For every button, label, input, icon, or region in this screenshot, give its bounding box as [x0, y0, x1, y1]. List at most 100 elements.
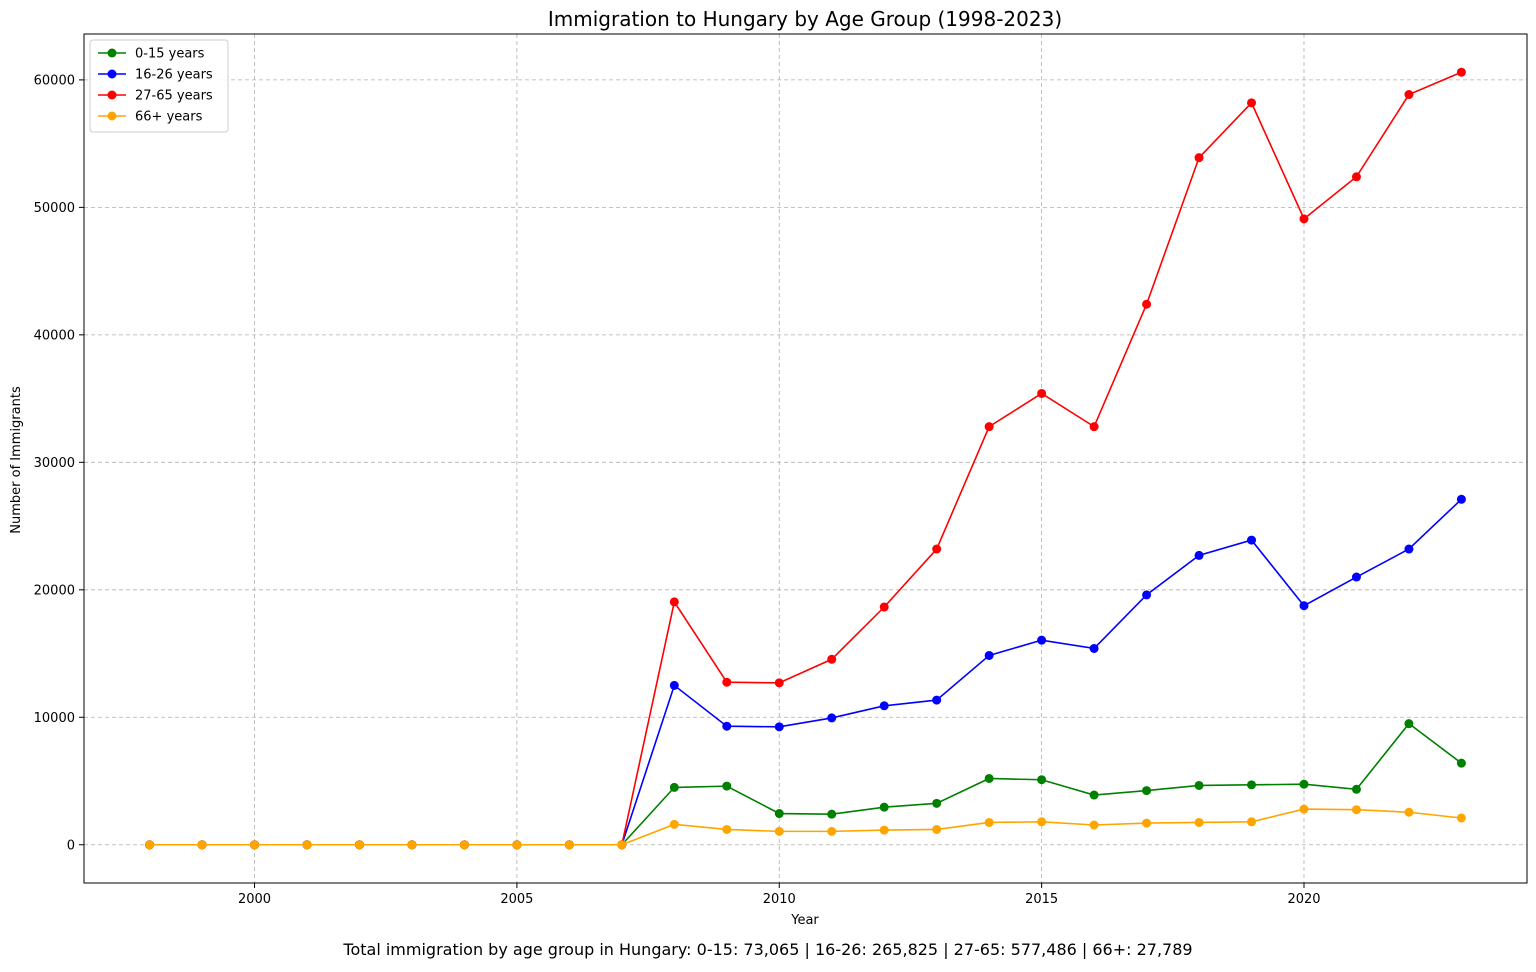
- legend-box: [89, 39, 229, 133]
- summary-footnote: Total immigration by age group in Hungar…: [343, 940, 1193, 959]
- data-point: [1456, 758, 1466, 768]
- chart-title: Immigration to Hungary by Age Group (199…: [548, 7, 1062, 31]
- data-point: [984, 773, 994, 783]
- x-tick-label: 2020: [1287, 892, 1320, 907]
- legend-item: 27-65 years: [98, 89, 213, 104]
- data-point: [722, 721, 732, 731]
- data-point: [1456, 494, 1466, 504]
- legend: 0-15 years 16-26 years 27-65 years 66+ year…: [89, 39, 229, 133]
- data-point: [879, 602, 889, 612]
- data-point: [1142, 818, 1152, 828]
- y-tick-label: 10000: [34, 711, 75, 726]
- y-tick-label: 20000: [34, 583, 75, 598]
- data-point: [1037, 388, 1047, 398]
- data-point: [722, 677, 732, 687]
- x-axis-label: Year: [790, 913, 819, 928]
- data-point: [1404, 807, 1414, 817]
- data-point: [1351, 572, 1361, 582]
- data-point: [1089, 790, 1099, 800]
- data-point: [1247, 535, 1257, 545]
- legend-item: 0-15 years: [98, 47, 205, 62]
- legend-label: 0-15 years: [135, 47, 205, 62]
- x-tick-label: 2000: [238, 892, 271, 907]
- data-point: [1456, 813, 1466, 823]
- legend-marker: [107, 48, 117, 58]
- data-point: [827, 713, 837, 723]
- data-point: [827, 826, 837, 836]
- data-point: [302, 840, 312, 850]
- data-point: [1351, 805, 1361, 815]
- data-point: [932, 695, 942, 705]
- plot-area-frame: [83, 33, 1528, 884]
- data-point: [722, 781, 732, 791]
- legend-marker: [107, 111, 117, 121]
- series-layer: [145, 67, 1466, 850]
- y-tick-label: 30000: [34, 456, 75, 471]
- grid-lines: [84, 34, 1527, 883]
- y-axis-label: Number of Immigrants: [9, 386, 24, 534]
- data-point: [932, 824, 942, 834]
- series-16-26-years: [145, 494, 1466, 850]
- axis-ticks: 2000 2005 2010 2015 2020 0 10000 20000 30000 4000…: [34, 73, 1321, 907]
- data-point: [1194, 550, 1204, 560]
- series-27-65-years: [145, 67, 1466, 850]
- data-point: [407, 840, 417, 850]
- data-point: [879, 825, 889, 835]
- data-point: [250, 840, 260, 850]
- y-tick-label: 0: [67, 838, 75, 853]
- data-point: [774, 678, 784, 688]
- data-point: [879, 802, 889, 812]
- y-tick-label: 50000: [34, 201, 75, 216]
- data-point: [1194, 153, 1204, 163]
- data-point: [774, 826, 784, 836]
- data-point: [1247, 817, 1257, 827]
- data-point: [1194, 780, 1204, 790]
- data-point: [984, 422, 994, 432]
- data-point: [984, 650, 994, 660]
- data-point: [1089, 643, 1099, 653]
- x-tick-label: 2005: [500, 892, 533, 907]
- x-tick-label: 2015: [1025, 892, 1058, 907]
- series-line: [149, 808, 1462, 846]
- data-point: [1456, 67, 1466, 77]
- data-point: [512, 840, 522, 850]
- legend-label: 16-26 years: [135, 68, 213, 83]
- data-point: [827, 809, 837, 819]
- legend-label: 27-65 years: [135, 89, 213, 104]
- data-point: [1089, 820, 1099, 830]
- data-point: [1299, 804, 1309, 814]
- data-point: [932, 544, 942, 554]
- data-point: [669, 819, 679, 829]
- data-point: [1089, 422, 1099, 432]
- data-point: [774, 722, 784, 732]
- data-point: [879, 701, 889, 711]
- data-point: [1351, 172, 1361, 182]
- data-point: [669, 597, 679, 607]
- data-point: [459, 840, 469, 850]
- data-point: [774, 809, 784, 819]
- legend-item: 16-26 years: [98, 68, 213, 83]
- series-line: [149, 498, 1462, 846]
- y-tick-label: 60000: [34, 73, 75, 88]
- data-point: [1142, 786, 1152, 796]
- data-point: [617, 840, 627, 850]
- legend-item: 66+ years: [98, 110, 203, 125]
- data-point: [354, 840, 364, 850]
- data-point: [145, 840, 155, 850]
- data-point: [932, 798, 942, 808]
- series-66-years: [145, 804, 1466, 850]
- series-line: [149, 71, 1462, 846]
- data-point: [722, 824, 732, 834]
- series-line: [149, 722, 1462, 846]
- data-point: [1037, 775, 1047, 785]
- data-point: [1142, 590, 1152, 600]
- legend-label: 66+ years: [135, 110, 203, 125]
- data-point: [1037, 817, 1047, 827]
- data-point: [1299, 779, 1309, 789]
- data-point: [1351, 784, 1361, 794]
- data-point: [669, 782, 679, 792]
- y-tick-label: 40000: [34, 328, 75, 343]
- data-point: [197, 840, 207, 850]
- data-point: [984, 817, 994, 827]
